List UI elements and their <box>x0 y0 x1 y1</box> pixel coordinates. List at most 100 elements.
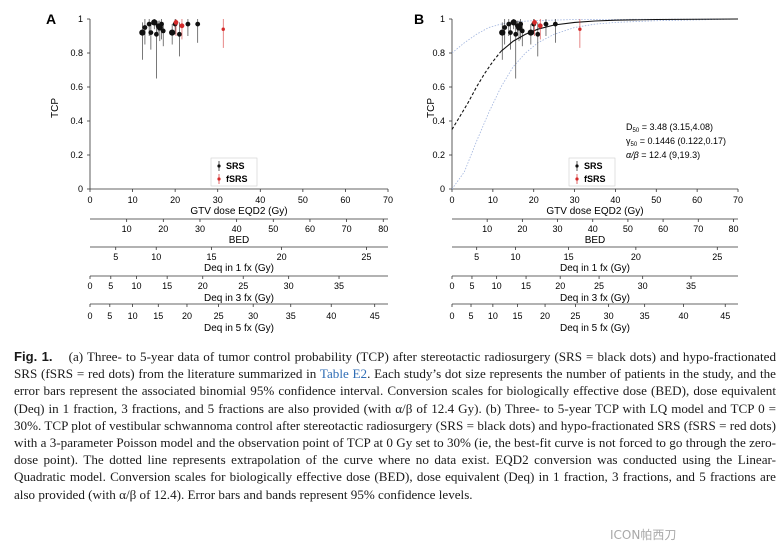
scale-tick-label: 5 <box>474 252 479 262</box>
scale-tick-label: 10 <box>511 252 521 262</box>
y-tick-label: 0.6 <box>432 82 445 92</box>
scale-tick-label: 70 <box>733 195 743 205</box>
scale-tick-label: 35 <box>686 281 696 291</box>
scale-tick-label: 25 <box>214 311 224 321</box>
scale-tick-label: 20 <box>277 252 287 262</box>
y-tick-label: 0.2 <box>432 150 445 160</box>
y-tick-label: 0 <box>78 184 83 194</box>
scale-tick-label: 50 <box>268 224 278 234</box>
scale-tick-label: 25 <box>361 252 371 262</box>
param-gamma50: γ50 = 0.1446 (0.122,0.17) <box>626 136 726 148</box>
scale-tick-label: 10 <box>492 281 502 291</box>
legend-marker <box>217 177 221 181</box>
data-point <box>510 19 517 26</box>
scale-tick-label: 70 <box>342 224 352 234</box>
data-point <box>535 31 541 37</box>
y-axis-label: TCP <box>426 98 437 118</box>
scale-tick-label: 35 <box>640 311 650 321</box>
data-point <box>195 21 201 27</box>
scale-tick-label: 20 <box>170 195 180 205</box>
legend-marker <box>575 164 579 168</box>
scale-tick-label: 50 <box>623 224 633 234</box>
legend-marker <box>575 177 579 181</box>
legend-label: fSRS <box>226 174 248 184</box>
scale-tick-label: 25 <box>594 281 604 291</box>
data-point <box>527 29 534 36</box>
scale-tick-label: 50 <box>651 195 661 205</box>
scale-tick-label: 40 <box>326 311 336 321</box>
table-e2-link[interactable]: Table E2 <box>319 366 368 382</box>
data-point <box>552 21 558 27</box>
data-point <box>543 21 549 27</box>
data-point <box>148 30 154 35</box>
data-point <box>185 21 191 27</box>
y-tick-label: 0.6 <box>70 82 83 92</box>
scale-tick-label: 0 <box>449 281 454 291</box>
scale-tick-label: 60 <box>658 224 668 234</box>
scale-tick-label: 20 <box>158 224 168 234</box>
scale-tick-label: 0 <box>87 195 92 205</box>
scale-tick-label: 20 <box>631 252 641 262</box>
scale-tick-label: 15 <box>521 281 531 291</box>
scale-tick-label: 40 <box>255 195 265 205</box>
scale-tick-label: 80 <box>728 224 738 234</box>
data-point <box>169 29 176 36</box>
scale-tick-label: 20 <box>529 195 539 205</box>
scale-tick-label: 10 <box>128 195 138 205</box>
scale-tick-label: 35 <box>334 281 344 291</box>
data-point <box>518 21 524 27</box>
scale-tick-label: 25 <box>712 252 722 262</box>
scale-tick-label: 25 <box>238 281 248 291</box>
scale-tick-label: 5 <box>113 252 118 262</box>
legend-marker <box>217 164 221 168</box>
legend-label: SRS <box>226 161 245 171</box>
scale-tick-label: 40 <box>232 224 242 234</box>
scale-label: Deq in 1 fx (Gy) <box>560 263 630 274</box>
data-point <box>519 28 525 34</box>
scale-tick-label: 60 <box>692 195 702 205</box>
y-tick-label: 0.4 <box>432 116 445 126</box>
scale-tick-label: 30 <box>284 281 294 291</box>
param-d50: D50 = 3.48 (3.15,4.08) <box>626 122 713 134</box>
scale-tick-label: 15 <box>564 252 574 262</box>
scale-label: BED <box>585 235 606 246</box>
legend-label: fSRS <box>584 174 606 184</box>
legend-label: SRS <box>584 161 603 171</box>
data-point <box>506 21 512 27</box>
caption-figure-label: Fig. 1. <box>14 349 53 364</box>
scale-tick-label: 5 <box>108 281 113 291</box>
scale-tick-label: 5 <box>107 311 112 321</box>
scale-tick-label: 10 <box>151 252 161 262</box>
scale-label: Deq in 3 fx (Gy) <box>204 293 274 304</box>
data-point <box>508 30 513 35</box>
data-point <box>502 25 508 30</box>
data-point <box>499 29 506 36</box>
scale-tick-label: 45 <box>720 311 730 321</box>
data-point <box>173 20 179 25</box>
scale-tick-label: 30 <box>638 281 648 291</box>
scale-label: Deq in 1 fx (Gy) <box>204 263 274 274</box>
scale-tick-label: 40 <box>610 195 620 205</box>
data-point <box>159 21 164 27</box>
scale-tick-label: 50 <box>298 195 308 205</box>
scale-tick-label: 20 <box>517 224 527 234</box>
y-axis-label: TCP <box>50 98 61 118</box>
scale-tick-label: 0 <box>87 281 92 291</box>
panel-letter: A <box>46 11 56 27</box>
panel-letter: B <box>414 11 424 27</box>
scale-tick-label: 30 <box>553 224 563 234</box>
scale-tick-label: 30 <box>195 224 205 234</box>
figure-caption: Fig. 1. (a) Three- to 5-year data of tum… <box>14 348 776 503</box>
scale-tick-label: 0 <box>87 311 92 321</box>
scale-tick-label: 60 <box>305 224 315 234</box>
scale-tick-label: 25 <box>570 311 580 321</box>
scale-label: Deq in 5 fx (Gy) <box>204 323 274 334</box>
scale-tick-label: 0 <box>449 311 454 321</box>
confidence-band-upper <box>451 18 739 54</box>
param-alpha-beta: α/β = 12.4 (9,19.3) <box>626 150 700 160</box>
scale-tick-label: 20 <box>182 311 192 321</box>
scale-tick-label: 0 <box>449 195 454 205</box>
data-point <box>513 31 519 37</box>
